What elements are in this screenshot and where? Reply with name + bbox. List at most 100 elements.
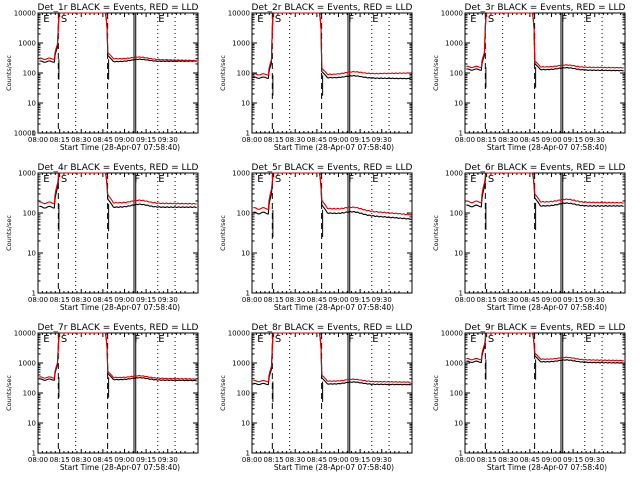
y-tick-label: 1000 — [18, 360, 36, 368]
x-tick-label: 08:15 — [264, 136, 284, 144]
y-tick-label: 1 — [32, 130, 36, 138]
x-tick-label: 09:00 — [541, 456, 561, 464]
y-axis-label: Counts/sec — [432, 215, 440, 251]
x-tick-label: 08:30 — [71, 136, 91, 144]
x-tick-label: 08:15 — [264, 296, 284, 304]
panel-9: Det_9r BLACK = Events, RED = LLD 1 10 100 10… — [432, 323, 626, 472]
marker-e: E — [158, 14, 164, 25]
x-tick-label: 08:15 — [50, 456, 70, 464]
y-tick-label: 1 — [246, 130, 250, 138]
marker-s: S — [275, 334, 281, 345]
y-tick-label: 10 — [241, 250, 250, 258]
panel-6: Det_6r BLACK = Events, RED = LLD 1 10 100 10… — [432, 163, 626, 312]
x-tick-label: 09:15 — [350, 136, 370, 144]
x-tick-label: 09:00 — [114, 136, 134, 144]
x-tick-label: 08:30 — [498, 456, 518, 464]
x-tick-label: 09:00 — [541, 136, 561, 144]
marker-f: F — [134, 174, 140, 185]
marker-s: S — [488, 174, 494, 185]
y-tick-label: 10 — [27, 250, 36, 258]
y-tick-label: 1 — [32, 290, 36, 298]
x-tick-label: 08:30 — [498, 296, 518, 304]
x-tick-label: 09:30 — [158, 456, 178, 464]
series-line-lld — [253, 172, 411, 216]
marker-s: S — [275, 14, 281, 25]
x-tick-label: 09:15 — [136, 136, 156, 144]
y-tick-label: 100 — [237, 210, 250, 218]
x-axis-label: Start Time (28-Apr-07 07:58:40) — [274, 463, 394, 472]
x-tick-label: 09:30 — [585, 456, 605, 464]
y-tick-label: 1 — [459, 290, 463, 298]
x-tick-label: 09:30 — [585, 296, 605, 304]
y-tick-label: 10 — [454, 420, 463, 428]
x-tick-label: 08:45 — [307, 296, 327, 304]
x-tick-label: 08:30 — [285, 456, 305, 464]
x-tick-label: 09:30 — [372, 136, 392, 144]
panel-4: Det_4r BLACK = Events, RED = LLD11010010… — [5, 130, 199, 313]
x-tick-label: 09:15 — [563, 136, 583, 144]
x-tick-label: 09:15 — [563, 456, 583, 464]
x-axis-label: Start Time (28-Apr-07 07:58:40) — [60, 463, 180, 472]
panel-title: Det_9r BLACK = Events, RED = LLD — [465, 323, 626, 333]
y-tick-label: 1000 — [232, 40, 250, 48]
series-line-lld — [466, 12, 624, 69]
marker-e: E — [585, 14, 591, 25]
y-tick-label: 10 — [27, 100, 36, 108]
y-tick-label: 10000 — [228, 330, 250, 338]
x-tick-label: 09:30 — [585, 136, 605, 144]
x-axis-label: Start Time (28-Apr-07 07:58:40) — [60, 303, 180, 312]
marker-s: S — [61, 334, 67, 345]
x-tick-label: 08:30 — [71, 456, 91, 464]
marker-e: E — [372, 334, 378, 345]
x-tick-label: 08:00 — [242, 456, 262, 464]
x-tick-label: 09:15 — [563, 296, 583, 304]
series-line-lld — [466, 332, 624, 362]
x-tick-label: 08:00 — [28, 456, 48, 464]
plot-frame — [464, 332, 626, 454]
y-tick-label: 10000 — [228, 10, 250, 18]
y-tick-label: 1000 — [232, 360, 250, 368]
y-axis-label: Counts/sec — [5, 215, 13, 251]
y-tick-label: 10 — [454, 100, 463, 108]
marker-e: E — [470, 174, 476, 185]
y-tick-label: 10000 — [14, 130, 36, 138]
marker-s: S — [488, 14, 494, 25]
panel-title: Det_3r BLACK = Events, RED = LLD — [465, 3, 626, 13]
x-tick-label: 08:00 — [242, 136, 262, 144]
y-tick-label: 1000 — [18, 170, 36, 178]
y-tick-label: 100 — [450, 390, 463, 398]
y-axis-label: Counts/sec — [5, 375, 13, 411]
panel-title: Det_1r BLACK = Events, RED = LLD — [38, 3, 199, 13]
series-line-lld — [253, 332, 411, 383]
y-axis-label: Counts/sec — [432, 55, 440, 91]
marker-e: E — [585, 174, 591, 185]
panel-title: Det_7r BLACK = Events, RED = LLD — [38, 323, 199, 333]
marker-s: S — [61, 174, 67, 185]
x-tick-label: 08:15 — [264, 456, 284, 464]
x-tick-label: 09:00 — [328, 296, 348, 304]
y-tick-label: 100 — [237, 390, 250, 398]
marker-f: F — [348, 174, 354, 185]
marker-s: S — [61, 14, 67, 25]
plot-frame — [464, 12, 626, 134]
marker-e: E — [43, 334, 49, 345]
panel-7: Det_7r BLACK = Events, RED = LLD 1 10 100 10… — [5, 323, 199, 472]
x-tick-label: 08:30 — [71, 296, 91, 304]
y-tick-label: 1000 — [445, 170, 463, 178]
x-tick-label: 08:15 — [477, 456, 497, 464]
x-axis-label: Start Time (28-Apr-07 07:58:40) — [487, 303, 607, 312]
marker-e: E — [257, 334, 263, 345]
series-line-lld — [39, 172, 197, 205]
marker-e: E — [585, 334, 591, 345]
y-axis-label: Counts/sec — [432, 375, 440, 411]
x-tick-label: 08:00 — [455, 296, 475, 304]
panel-8: Det_8r BLACK = Events, RED = LLD 1 10 100 10… — [219, 323, 413, 472]
x-tick-label: 08:30 — [285, 296, 305, 304]
x-tick-label: 08:45 — [520, 296, 540, 304]
marker-e: E — [43, 174, 49, 185]
plot-frame — [37, 12, 199, 134]
panel-title: Det_6r BLACK = Events, RED = LLD — [465, 163, 626, 173]
y-tick-label: 10 — [454, 250, 463, 258]
